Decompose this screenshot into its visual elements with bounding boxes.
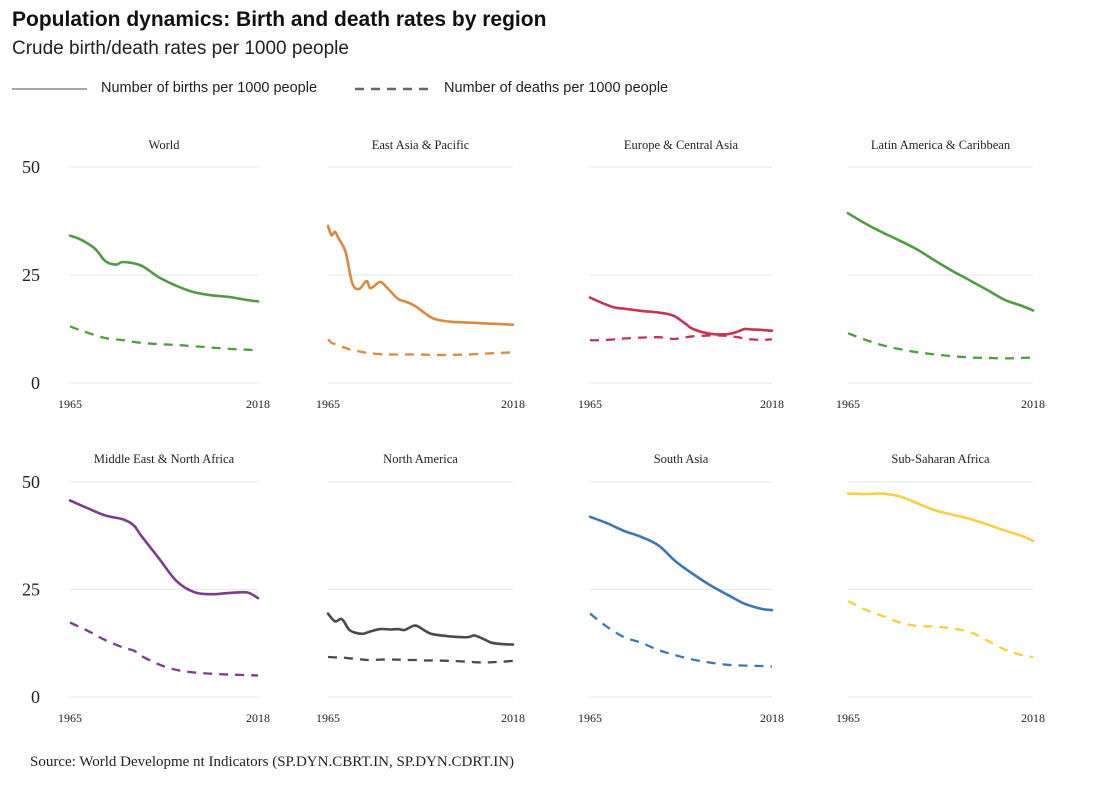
x-tick-label: 2018 [501,397,525,411]
births-line [326,612,515,646]
x-tick-label: 1965 [316,397,340,411]
x-tick-label: 1965 [836,711,860,725]
deaths-line [327,338,514,357]
legend-item-births: Number of births per 1000 people [12,78,332,100]
legend-label-births: Number of births per 1000 people [101,80,318,96]
y-tick-label: 0 [31,373,40,393]
x-tick-label: 2018 [760,397,784,411]
panel-title: East Asia & Pacific [372,138,470,152]
source-note: Source: World Developme nt Indicators (S… [30,754,515,770]
y-tick-label: 0 [31,687,40,707]
x-tick-label: 1965 [578,397,602,411]
deaths-line [69,621,259,677]
panel-north-america: North America 1965 2018 [316,452,525,725]
panel-europe-and-central-asia: Europe & Central Asia 1965 2018 [578,138,784,411]
deaths-line [327,655,514,664]
x-tick-label: 1965 [836,397,860,411]
y-tick-label: 50 [22,157,40,177]
chart-title: Population dynamics: Birth and death rat… [12,8,547,31]
x-tick-label: 2018 [246,397,270,411]
x-tick-label: 1965 [58,711,82,725]
deaths-line [847,600,1034,659]
births-line [588,515,774,612]
chart-subtitle: Crude birth/death rates per 1000 people [12,38,349,59]
x-tick-label: 2018 [760,711,784,725]
x-tick-label: 2018 [246,711,270,725]
y-tick-label: 25 [22,580,40,600]
panel-title: North America [383,452,458,466]
legend-solid-line-icon [12,88,87,90]
births-line [846,492,1035,543]
panel-title: Sub-Saharan Africa [891,452,990,466]
panel-middle-east-and-north-africa: Middle East & North Africa 0 25 50 1965 2018 [22,452,270,725]
deaths-line [847,332,1034,360]
x-tick-label: 1965 [316,711,340,725]
deaths-line [589,334,773,342]
panel-title: South Asia [654,452,709,466]
deaths-line [69,325,259,352]
births-line [588,296,774,336]
x-tick-label: 2018 [1021,397,1045,411]
legend-label-deaths: Number of deaths per 1000 people [444,80,669,96]
panel-sub-saharan-africa: Sub-Saharan Africa 1965 2018 [836,452,1045,725]
y-tick-label: 50 [22,472,40,492]
deaths-line [589,612,773,668]
panel-east-asia-and-pacific: East Asia & Pacific 1965 2018 [316,138,525,411]
x-tick-label: 2018 [1021,711,1045,725]
births-line [68,499,260,600]
births-line [846,211,1035,312]
panel-title: World [149,138,181,152]
x-tick-label: 1965 [578,711,602,725]
panel-title: Europe & Central Asia [624,138,739,152]
panel-latin-america-and-caribbean: Latin America & Caribbean 1965 2018 [836,138,1045,411]
births-line [68,234,260,303]
panel-title: Latin America & Caribbean [871,138,1011,152]
x-tick-label: 1965 [58,397,82,411]
panel-title: Middle East & North Africa [94,452,235,466]
y-tick-label: 25 [22,265,40,285]
panel-south-asia: South Asia 1965 2018 [578,452,784,725]
legend-dashed-line-icon [355,87,430,91]
x-tick-label: 2018 [501,711,525,725]
panel-world: World 0 25 50 1965 2018 [22,138,270,411]
births-line [326,224,515,326]
legend-item-deaths: Number of deaths per 1000 people [355,78,695,100]
